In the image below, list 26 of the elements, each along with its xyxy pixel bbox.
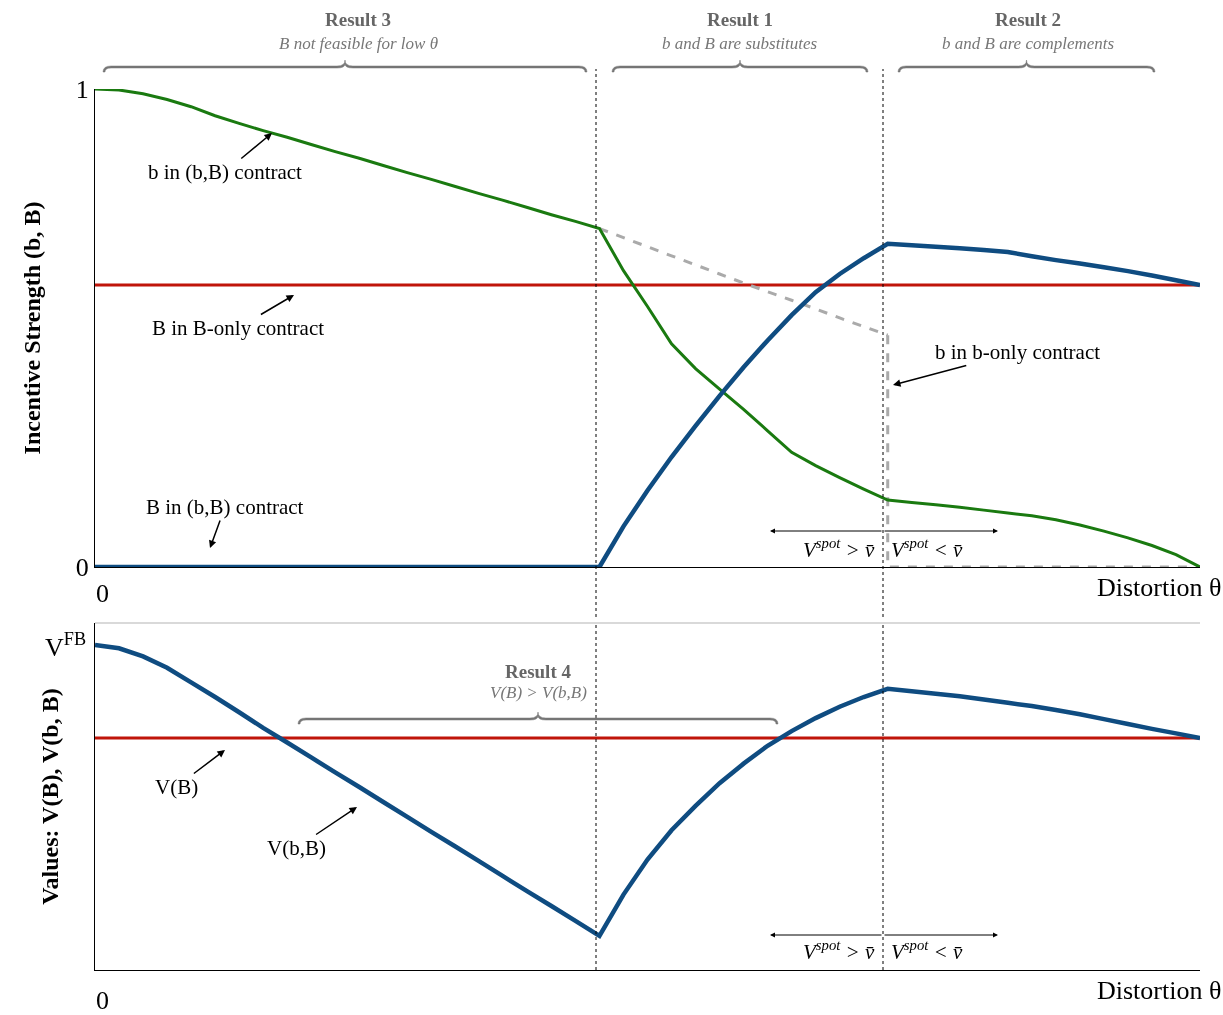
text: Result 3 [325, 9, 391, 30]
annotation: Result 4 [505, 661, 572, 682]
annotation: B in B-only contract [152, 316, 325, 340]
annotation: B in (b,B) contract [146, 495, 304, 519]
text: Result 2 [995, 9, 1061, 30]
annotation: V(b,B) [267, 836, 326, 860]
annotation: V$^{spot}$ < v̄ [891, 937, 963, 964]
text: Result 1 [707, 9, 773, 30]
annotation: V$^{spot}$ > v̄ [803, 535, 875, 562]
annotation: V$^{spot}$ < v̄ [891, 535, 963, 562]
text: B not feasible for low θ [279, 34, 438, 53]
annotation: V(B) [155, 775, 199, 799]
annotation: V(B) > V(b,B) [490, 683, 588, 702]
y-axis-title: Incentive Strength (b, B) [18, 201, 45, 455]
text: V$^{FB}$ [45, 629, 87, 662]
text: b and B are substitutes [662, 34, 818, 53]
y-tick-label: 1 [75, 75, 89, 105]
annotation: b in b-only contract [935, 340, 1101, 364]
annotation: V$^{spot}$ > v̄ [803, 937, 875, 964]
text: 0 [96, 579, 109, 608]
text: b and B are complements [942, 34, 1115, 53]
x-axis-title: Distortion θ [1097, 976, 1222, 1005]
y-axis-title: Values: V(B), V(b, B) [37, 688, 64, 905]
x-axis-title: Distortion θ [1097, 573, 1222, 602]
annotation: b in (b,B) contract [148, 160, 303, 184]
text: 0 [96, 986, 109, 1015]
